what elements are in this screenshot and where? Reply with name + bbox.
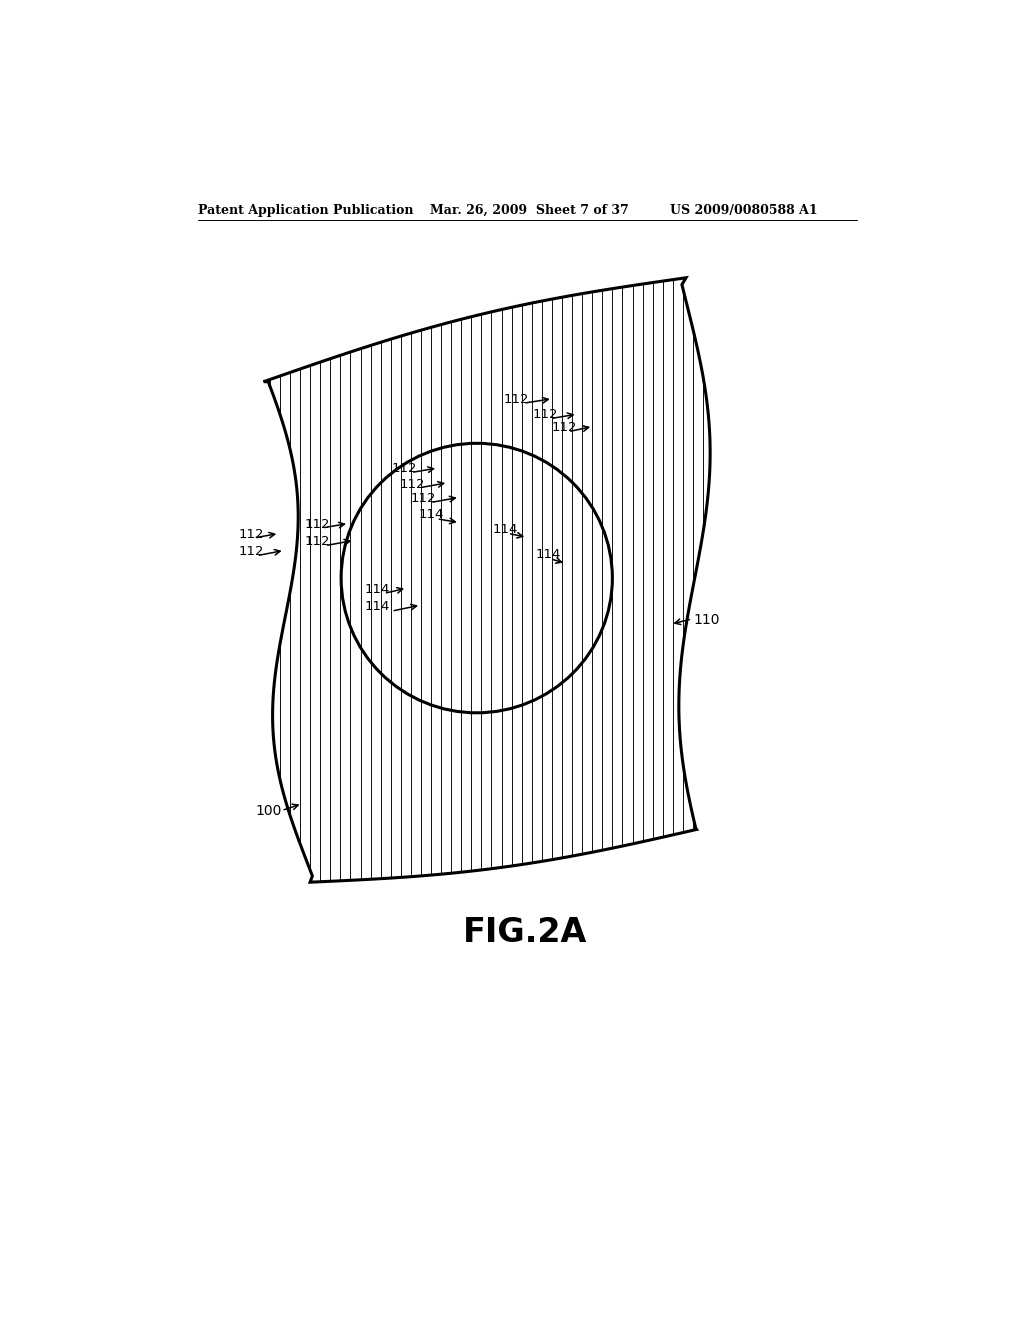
Text: 112: 112 <box>399 478 425 491</box>
Text: 114: 114 <box>365 583 390 597</box>
Text: 112: 112 <box>504 393 529 407</box>
Text: 112: 112 <box>532 408 558 421</box>
Text: 114: 114 <box>536 548 561 561</box>
Text: 112: 112 <box>411 492 436 506</box>
Text: Mar. 26, 2009  Sheet 7 of 37: Mar. 26, 2009 Sheet 7 of 37 <box>430 205 629 218</box>
Text: 112: 112 <box>305 517 330 531</box>
Text: US 2009/0080588 A1: US 2009/0080588 A1 <box>671 205 818 218</box>
Text: 110: 110 <box>693 614 720 627</box>
Text: 114: 114 <box>419 508 444 521</box>
Text: Patent Application Publication: Patent Application Publication <box>198 205 414 218</box>
Text: 112: 112 <box>305 536 330 548</box>
Text: 112: 112 <box>391 462 417 475</box>
Text: 114: 114 <box>493 523 517 536</box>
Text: 112: 112 <box>239 545 264 558</box>
Text: 112: 112 <box>552 421 578 434</box>
Text: 112: 112 <box>239 528 264 541</box>
Polygon shape <box>263 277 710 882</box>
Text: 114: 114 <box>365 601 390 612</box>
Text: FIG.2A: FIG.2A <box>463 916 587 949</box>
Text: 100: 100 <box>256 804 283 818</box>
